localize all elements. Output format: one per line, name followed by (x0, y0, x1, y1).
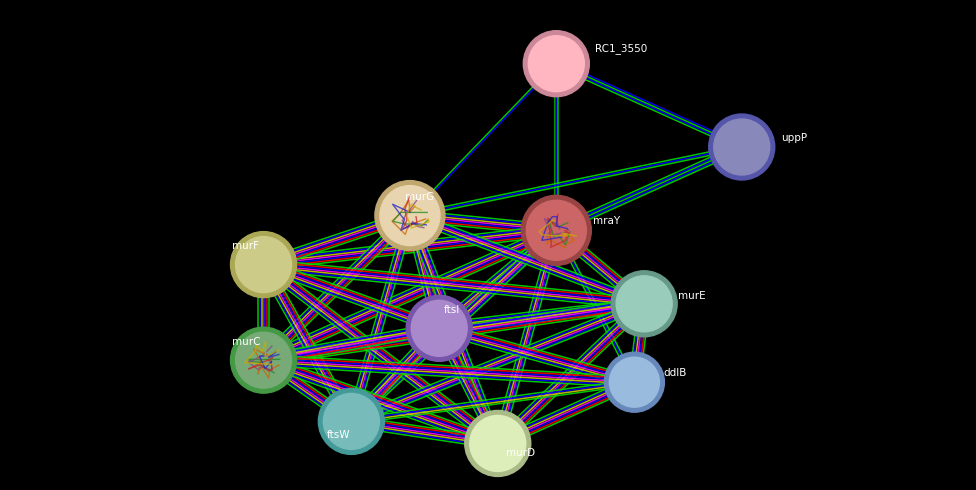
Circle shape (523, 31, 590, 97)
Circle shape (713, 119, 770, 175)
Circle shape (411, 300, 468, 356)
Text: mraY: mraY (593, 217, 621, 226)
Circle shape (375, 181, 445, 250)
Circle shape (709, 114, 775, 180)
Circle shape (235, 332, 292, 388)
Circle shape (235, 237, 292, 293)
Text: murF: murF (232, 241, 260, 251)
Text: ftsI: ftsI (444, 305, 461, 315)
Text: RC1_3550: RC1_3550 (595, 44, 648, 54)
Circle shape (406, 295, 472, 361)
Circle shape (528, 36, 585, 92)
Circle shape (323, 393, 380, 449)
Circle shape (609, 357, 660, 407)
Circle shape (230, 232, 297, 297)
Text: murC: murC (232, 337, 261, 346)
Circle shape (465, 411, 531, 476)
Circle shape (616, 276, 672, 332)
Text: ddlB: ddlB (664, 368, 687, 378)
Text: murE: murE (678, 291, 706, 301)
Text: uppP: uppP (781, 133, 807, 143)
Text: murD: murD (506, 448, 535, 458)
Circle shape (380, 186, 440, 245)
Text: ftsW: ftsW (327, 430, 350, 440)
Circle shape (230, 327, 297, 393)
Text: murG: murG (405, 192, 434, 202)
Circle shape (611, 271, 677, 337)
Circle shape (526, 200, 587, 260)
Circle shape (604, 352, 665, 412)
Circle shape (318, 389, 385, 454)
Circle shape (521, 196, 591, 265)
Circle shape (469, 416, 526, 471)
